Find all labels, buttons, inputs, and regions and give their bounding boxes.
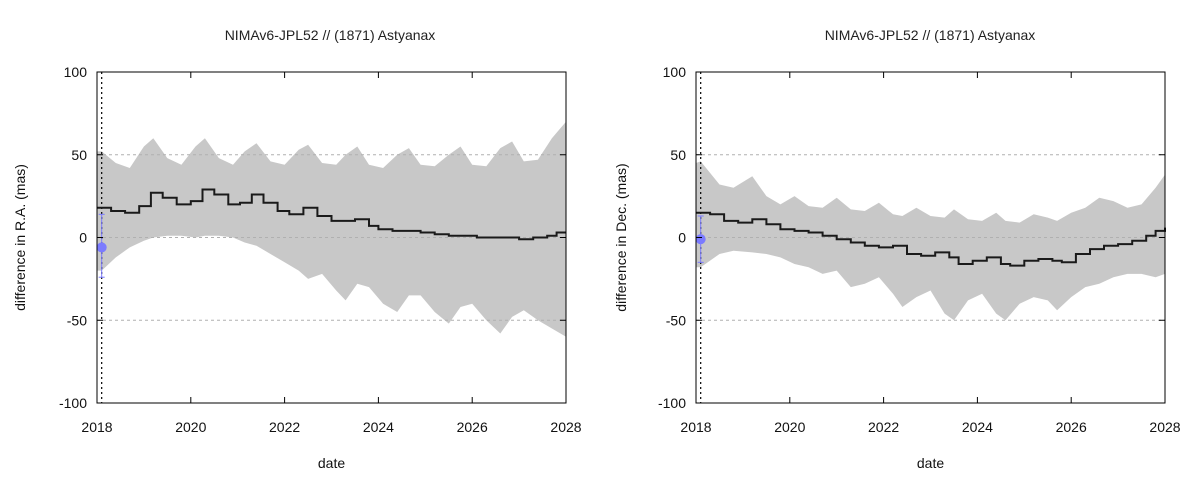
y-tick-label: -50 — [67, 312, 87, 328]
y-axis-label: difference in Dec. (mas) — [613, 163, 629, 311]
x-tick-label: 2018 — [81, 419, 112, 435]
x-axis-label: date — [917, 455, 944, 471]
x-tick-label: 2018 — [680, 419, 711, 435]
mean-difference-line — [696, 211, 1166, 267]
y-tick-label: 50 — [670, 147, 686, 163]
observation-point — [695, 234, 706, 245]
mean-difference-line — [97, 188, 566, 241]
x-tick-label: 2020 — [774, 419, 805, 435]
x-tick-label: 2024 — [962, 419, 993, 435]
y-tick-label: 100 — [64, 64, 88, 80]
x-tick-label: 2024 — [363, 419, 394, 435]
uncertainty-band — [696, 161, 1165, 321]
chart-title: NIMAv6-JPL52 // (1871) Astyanax — [825, 27, 1036, 43]
observation-point — [96, 242, 107, 253]
y-tick-label: -50 — [666, 312, 686, 328]
chart-panel-ra: -100 -50 0 50 100 2018 2020 2022 2024 2026 2028 NIM… — [12, 27, 582, 471]
y-tick-label: 0 — [678, 230, 686, 246]
x-tick-label: 2020 — [175, 419, 206, 435]
y-tick-label: -100 — [59, 395, 87, 411]
y-axis-label: difference in R.A. (mas) — [12, 164, 28, 311]
chart-panel-dec: -100 -50 0 50 100 2018 2020 2022 2024 2026 2028 NIM… — [613, 27, 1181, 471]
x-tick-label: 2026 — [457, 419, 488, 435]
y-tick-label: 50 — [71, 147, 87, 163]
uncertainty-band — [97, 121, 566, 337]
x-axis-label: date — [318, 455, 345, 471]
y-tick-label: -100 — [658, 395, 686, 411]
x-tick-label: 2026 — [1056, 419, 1087, 435]
chart-title: NIMAv6-JPL52 // (1871) Astyanax — [225, 27, 436, 43]
x-tick-label: 2022 — [868, 419, 899, 435]
y-tick-label: 0 — [79, 230, 87, 246]
x-tick-label: 2028 — [1149, 419, 1180, 435]
y-tick-label: 100 — [663, 64, 687, 80]
x-tick-label: 2022 — [269, 419, 300, 435]
x-tick-label: 2028 — [550, 419, 581, 435]
